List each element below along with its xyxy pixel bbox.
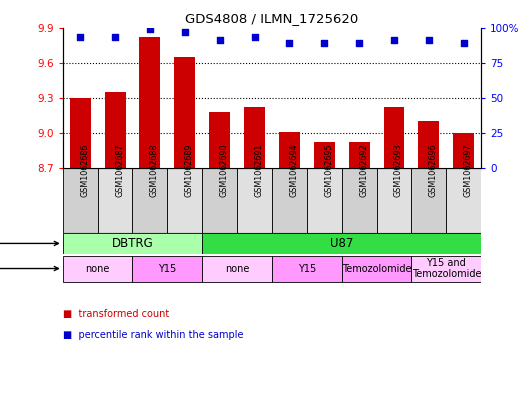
Bar bbox=[244, 107, 265, 168]
Bar bbox=[98, 168, 132, 233]
Bar bbox=[63, 255, 132, 281]
Bar bbox=[105, 92, 126, 168]
Text: GSM1062696: GSM1062696 bbox=[429, 143, 438, 197]
Bar bbox=[140, 37, 161, 168]
Point bbox=[285, 40, 293, 46]
Text: agent: agent bbox=[0, 264, 59, 274]
Bar bbox=[272, 168, 307, 233]
Point bbox=[251, 34, 259, 40]
Bar bbox=[63, 233, 202, 254]
Text: GSM1062697: GSM1062697 bbox=[464, 143, 473, 197]
Bar bbox=[418, 121, 439, 168]
Bar bbox=[342, 168, 377, 233]
Bar bbox=[202, 168, 237, 233]
Title: GDS4808 / ILMN_1725620: GDS4808 / ILMN_1725620 bbox=[185, 12, 359, 25]
Point bbox=[320, 40, 328, 46]
Bar bbox=[383, 107, 404, 168]
Text: GSM1062690: GSM1062690 bbox=[220, 143, 229, 197]
Point bbox=[146, 26, 154, 32]
Bar bbox=[209, 112, 230, 168]
Text: Y15: Y15 bbox=[298, 264, 316, 274]
Bar bbox=[342, 255, 412, 281]
Text: GSM1062694: GSM1062694 bbox=[289, 143, 299, 197]
Bar bbox=[453, 133, 474, 168]
Bar bbox=[174, 57, 195, 168]
Point bbox=[355, 40, 363, 46]
Bar bbox=[446, 168, 481, 233]
Bar bbox=[237, 168, 272, 233]
Bar bbox=[412, 168, 446, 233]
Bar bbox=[314, 142, 335, 168]
Bar bbox=[167, 168, 202, 233]
Bar bbox=[412, 255, 481, 281]
Text: GSM1062692: GSM1062692 bbox=[359, 143, 368, 197]
Point bbox=[76, 34, 84, 40]
Point bbox=[111, 34, 119, 40]
Text: ■  percentile rank within the sample: ■ percentile rank within the sample bbox=[63, 330, 243, 340]
Bar bbox=[132, 255, 202, 281]
Bar bbox=[202, 255, 272, 281]
Bar bbox=[307, 168, 342, 233]
Text: GSM1062688: GSM1062688 bbox=[150, 143, 159, 197]
Bar bbox=[63, 168, 98, 233]
Bar bbox=[272, 255, 342, 281]
Text: GSM1062693: GSM1062693 bbox=[394, 143, 403, 197]
Bar bbox=[202, 233, 481, 254]
Text: Y15: Y15 bbox=[158, 264, 176, 274]
Bar bbox=[279, 132, 300, 168]
Point bbox=[460, 40, 468, 46]
Text: GSM1062689: GSM1062689 bbox=[185, 143, 194, 197]
Text: none: none bbox=[85, 264, 110, 274]
Text: DBTRG: DBTRG bbox=[111, 237, 153, 250]
Text: Y15 and
Temozolomide: Y15 and Temozolomide bbox=[412, 258, 481, 279]
Text: ■  transformed count: ■ transformed count bbox=[63, 309, 169, 318]
Bar bbox=[132, 168, 167, 233]
Point bbox=[180, 29, 189, 35]
Text: GSM1062695: GSM1062695 bbox=[324, 143, 333, 197]
Text: GSM1062686: GSM1062686 bbox=[80, 143, 89, 197]
Bar bbox=[70, 98, 90, 168]
Text: cell line: cell line bbox=[0, 239, 59, 248]
Text: Temozolomide: Temozolomide bbox=[342, 264, 411, 274]
Text: none: none bbox=[225, 264, 249, 274]
Bar bbox=[377, 168, 412, 233]
Point bbox=[390, 37, 398, 43]
Point bbox=[215, 37, 224, 43]
Bar bbox=[349, 142, 370, 168]
Point bbox=[425, 37, 433, 43]
Text: GSM1062691: GSM1062691 bbox=[255, 143, 264, 197]
Text: U87: U87 bbox=[330, 237, 354, 250]
Text: GSM1062687: GSM1062687 bbox=[115, 143, 124, 197]
